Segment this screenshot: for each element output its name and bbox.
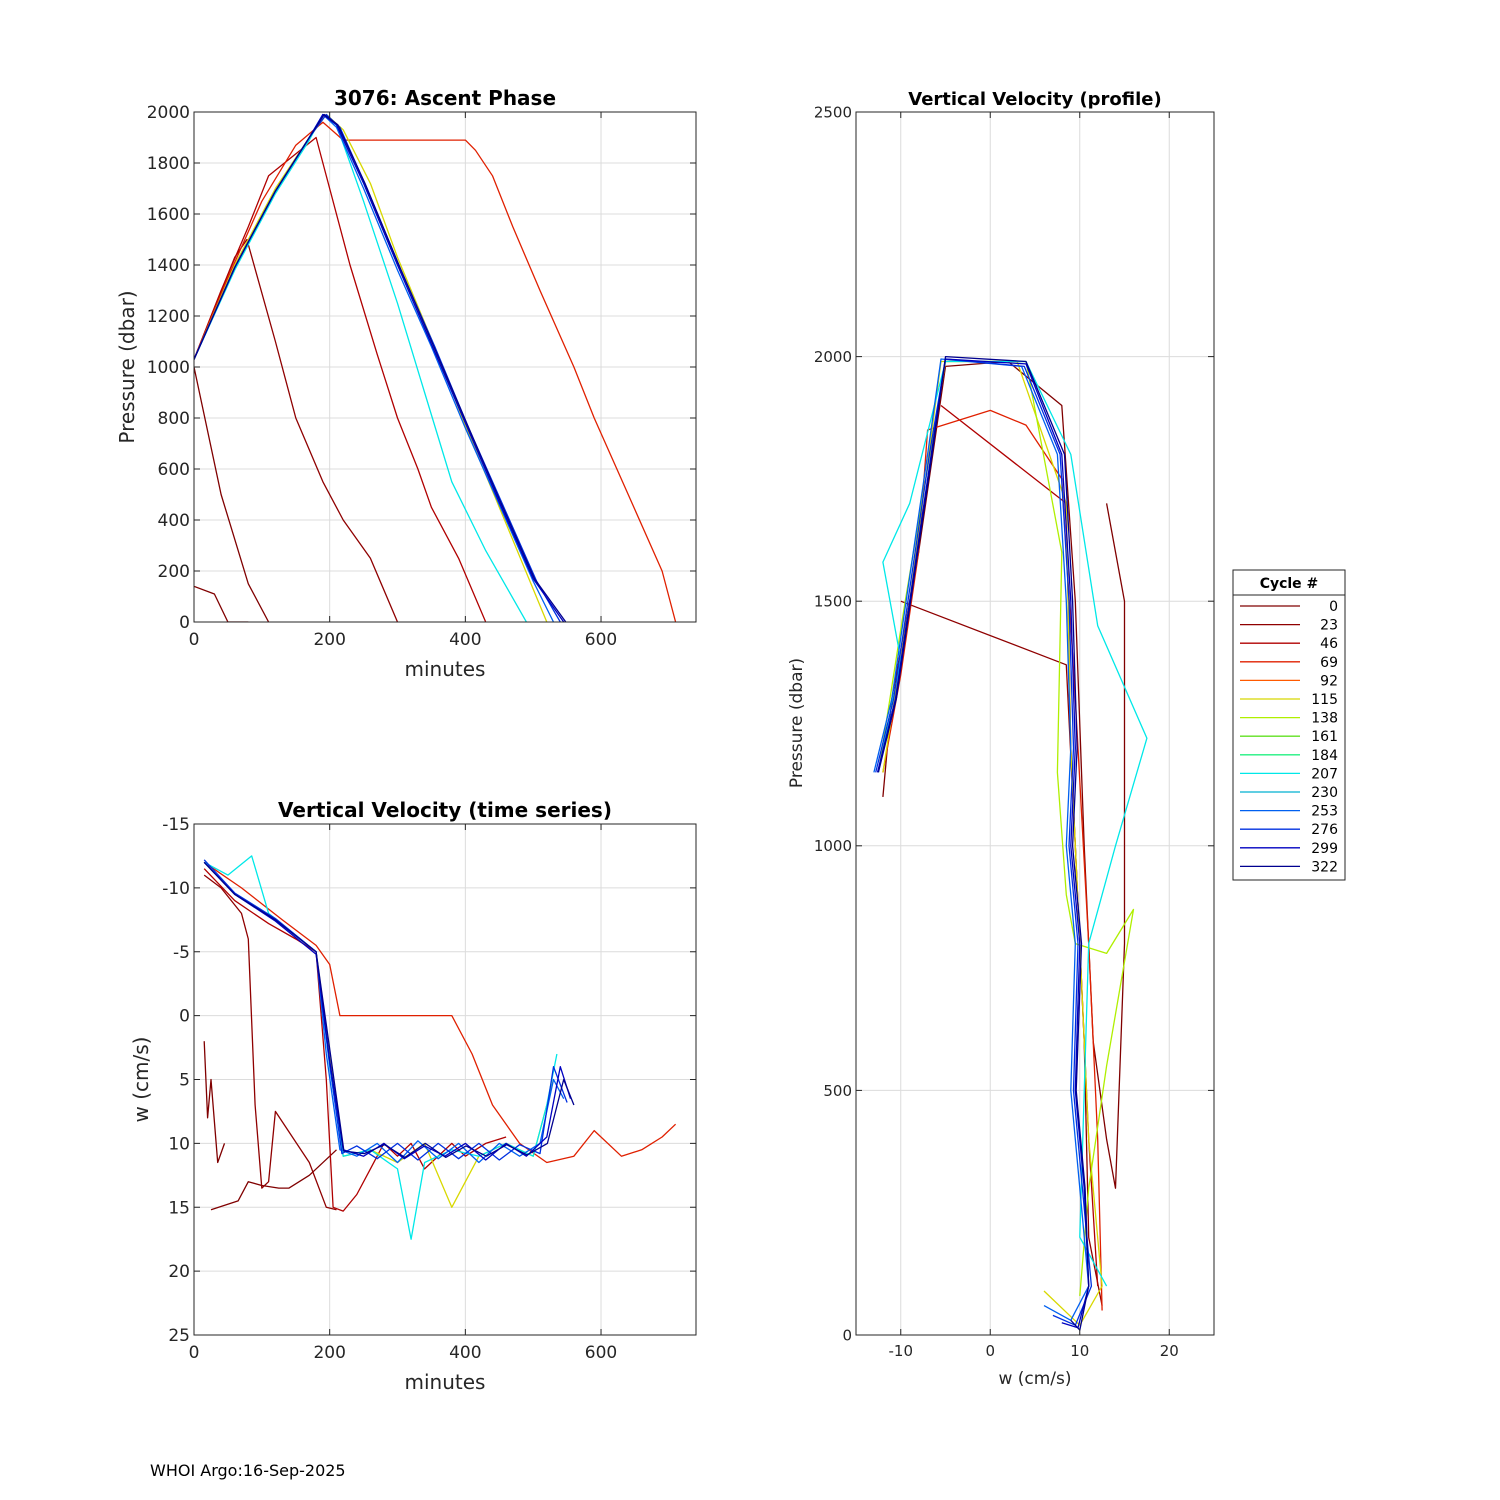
y-tick-label: 20 — [168, 1262, 190, 1282]
legend-title: Cycle # — [1260, 576, 1319, 592]
profile-plot-area — [856, 112, 1214, 1335]
y-tick-label: 800 — [158, 409, 190, 429]
ascent-x-axis-label: minutes — [405, 657, 486, 681]
series-line-cycle-46 — [203, 868, 507, 1212]
legend-label: 253 — [1311, 804, 1338, 820]
x-tick-label: -10 — [889, 1342, 914, 1360]
y-tick-label: 2000 — [814, 348, 852, 366]
x-tick-label: 400 — [449, 1343, 481, 1363]
legend-label: 23 — [1320, 618, 1338, 634]
timeseries-title: Vertical Velocity (time series) — [278, 798, 612, 822]
y-tick-label: 15 — [168, 1198, 190, 1218]
y-tick-label: 1000 — [147, 358, 190, 378]
series-line-cycle-322 — [194, 113, 567, 622]
series-line-cycle-138 — [194, 113, 548, 622]
series-line-cycle-0b — [194, 366, 270, 622]
cycle-legend: Cycle # 0 23 46 69 92 115 138 161 184 207 230 253 276… — [1232, 569, 1346, 881]
profile-series-group — [873, 355, 1148, 1331]
series-line-cycle-207 — [877, 360, 1148, 1287]
y-tick-label: 1800 — [147, 154, 190, 174]
legend-label: 184 — [1311, 748, 1338, 764]
ascent-y-axis-label: Pressure (dbar) — [115, 290, 139, 443]
y-tick-label: 0 — [179, 613, 190, 633]
y-tick-label: 25 — [168, 1326, 190, 1346]
legend-label: 276 — [1311, 822, 1338, 838]
y-tick-label: 1500 — [814, 593, 852, 611]
x-tick-label: 600 — [585, 630, 617, 650]
y-tick-label: 5 — [179, 1071, 190, 1091]
ascent-title: 3076: Ascent Phase — [334, 86, 556, 110]
footer-credit: WHOI Argo:16-Sep-2025 — [150, 1461, 346, 1480]
y-tick-label: 1200 — [147, 307, 190, 327]
x-tick-label: 10 — [1070, 1342, 1089, 1360]
series-line-cycle-0 — [203, 1041, 226, 1164]
x-tick-label: 0 — [189, 1343, 200, 1363]
legend-label: 161 — [1311, 729, 1338, 745]
series-line-cycle-253 — [873, 358, 1090, 1321]
y-tick-label: -15 — [162, 815, 190, 835]
profile-title: Vertical Velocity (profile) — [908, 89, 1162, 110]
legend-label: 230 — [1311, 785, 1338, 801]
series-line-cycle-69 — [194, 121, 677, 622]
series-line-cycle-0 — [194, 585, 249, 622]
y-tick-label: 600 — [158, 460, 190, 480]
y-tick-label: 2500 — [814, 103, 852, 121]
profile-axes-frame — [855, 111, 1215, 1336]
timeseries-series-group — [203, 855, 677, 1240]
profile-y-axis-label: Pressure (dbar) — [787, 658, 807, 788]
y-tick-label: 2000 — [147, 103, 190, 123]
series-line-cycle-23 — [203, 874, 337, 1211]
x-tick-label: 400 — [449, 630, 481, 650]
legend-label: 322 — [1311, 859, 1338, 875]
y-tick-label: 0 — [179, 1007, 190, 1027]
series-line-cycle-0b — [210, 1149, 337, 1211]
x-tick-label: 0 — [189, 630, 200, 650]
series-line-cycle-46 — [194, 136, 487, 622]
y-tick-label: -5 — [173, 943, 190, 963]
y-tick-label: 400 — [158, 511, 190, 531]
legend-box — [1232, 569, 1346, 881]
legend-label: 115 — [1311, 692, 1338, 708]
series-line-cycle-69 — [882, 409, 1103, 1311]
legend-label: 92 — [1320, 673, 1338, 689]
ascent-phase-chart: 0 200 400 600 0 200 400 600 800 1000 1200 1400 1600 1… — [115, 86, 697, 681]
series-line-cycle-69 — [203, 861, 677, 1164]
series-line-cycle-207 — [194, 113, 527, 622]
profile-x-axis-label: w (cm/s) — [998, 1369, 1071, 1389]
series-line-cycle-322 — [203, 861, 575, 1159]
y-tick-label: 200 — [158, 562, 190, 582]
x-tick-label: 200 — [313, 1343, 345, 1363]
velocity-profile-chart: -10 0 10 20 0 500 1000 1500 2000 2500 Vertical Vel… — [787, 89, 1215, 1389]
x-tick-label: 200 — [313, 630, 345, 650]
legend-label: 46 — [1320, 636, 1338, 652]
x-tick-label: 600 — [585, 1343, 617, 1363]
legend-label: 69 — [1320, 655, 1338, 671]
legend-label: 0 — [1329, 599, 1338, 615]
y-tick-label: 1000 — [814, 837, 852, 855]
ascent-series-group — [194, 113, 677, 622]
y-tick-label: -10 — [162, 879, 190, 899]
y-tick-label: 10 — [168, 1134, 190, 1154]
legend-label: 207 — [1311, 766, 1338, 782]
legend-label: 138 — [1311, 711, 1338, 727]
x-tick-label: 20 — [1160, 1342, 1179, 1360]
timeseries-y-axis-label: w (cm/s) — [129, 1037, 153, 1123]
y-tick-label: 1600 — [147, 205, 190, 225]
series-line-cycle-322 — [877, 355, 1090, 1331]
y-tick-label: 0 — [842, 1326, 852, 1344]
y-tick-label: 1400 — [147, 256, 190, 276]
velocity-time-series-chart: 0 200 400 600 -15 -10 -5 0 5 10 15 20 25 Vertical Vel… — [129, 798, 697, 1394]
y-tick-label: 500 — [823, 1082, 852, 1100]
timeseries-x-axis-label: minutes — [405, 1370, 486, 1394]
series-line-cycle-0 — [882, 360, 1126, 1189]
x-tick-label: 0 — [985, 1342, 995, 1360]
legend-label: 299 — [1311, 841, 1338, 857]
